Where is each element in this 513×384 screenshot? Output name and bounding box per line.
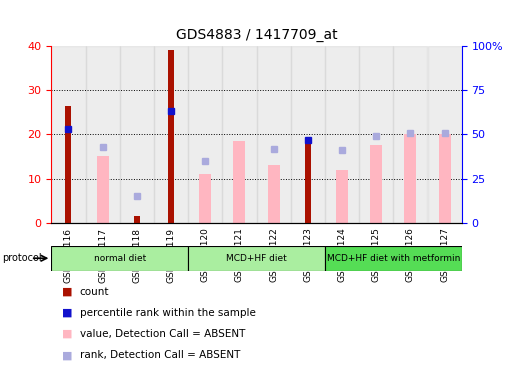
Bar [359,46,393,223]
Bar [325,46,359,223]
Text: ■: ■ [62,287,72,297]
Bar [51,46,86,223]
Title: GDS4883 / 1417709_at: GDS4883 / 1417709_at [175,28,338,42]
Bar [65,106,71,223]
Bar [393,46,427,223]
Bar [233,141,245,223]
Bar [168,50,174,223]
Bar [134,216,140,223]
Bar [188,46,222,223]
Bar [325,246,462,271]
Bar [120,46,154,223]
Bar [291,46,325,223]
Bar [370,146,382,223]
Text: MCD+HF diet: MCD+HF diet [226,254,287,263]
Text: percentile rank within the sample: percentile rank within the sample [80,308,255,318]
Bar [199,174,211,223]
Bar [96,157,109,223]
Bar [427,46,462,223]
Text: count: count [80,287,109,297]
Bar [188,246,325,271]
Bar [154,46,188,223]
Bar [305,143,311,223]
Bar [268,166,280,223]
Text: protocol: protocol [3,253,42,263]
Text: MCD+HF diet with metformin: MCD+HF diet with metformin [327,254,460,263]
Bar [439,134,450,223]
Text: ■: ■ [62,350,72,360]
Bar [404,134,417,223]
Bar [336,170,348,223]
Bar [86,46,120,223]
Text: rank, Detection Call = ABSENT: rank, Detection Call = ABSENT [80,350,240,360]
Text: normal diet: normal diet [93,254,146,263]
Text: ■: ■ [62,329,72,339]
Bar [51,246,188,271]
Bar [222,46,256,223]
Text: ■: ■ [62,308,72,318]
Text: value, Detection Call = ABSENT: value, Detection Call = ABSENT [80,329,245,339]
Bar [256,46,291,223]
